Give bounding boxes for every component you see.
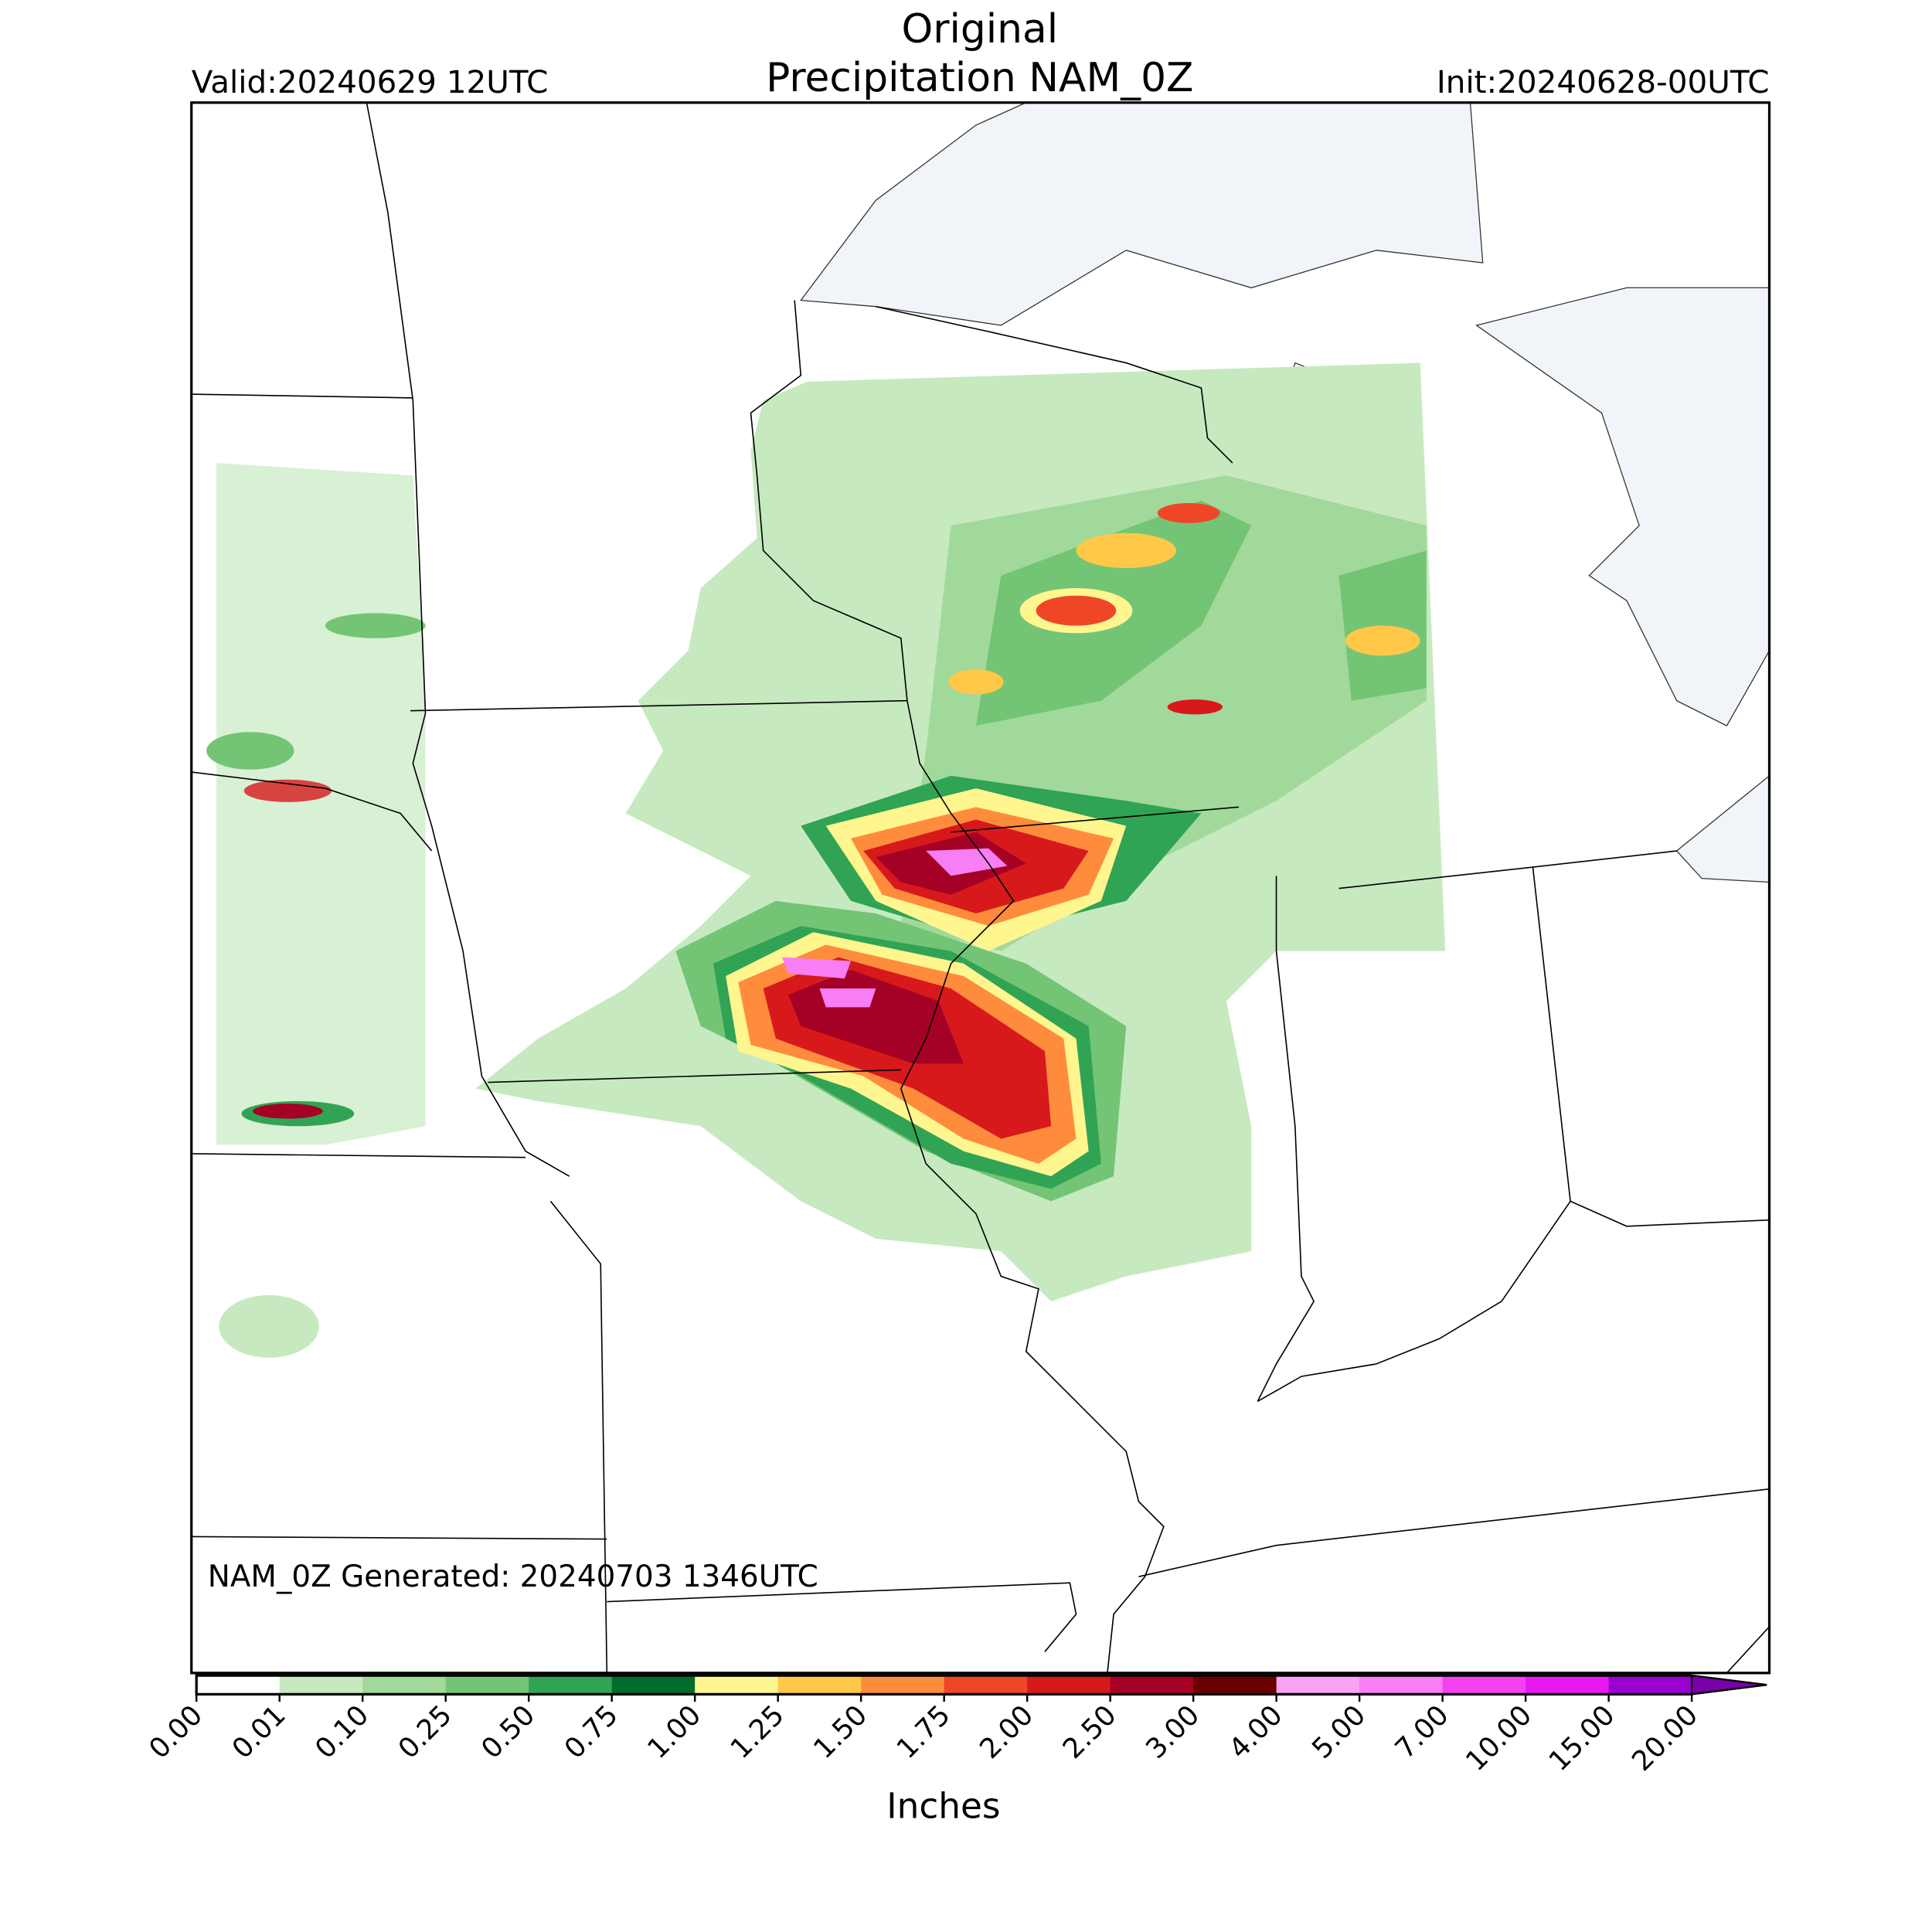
colorbar-segment bbox=[1526, 1675, 1610, 1695]
generated-note: NAM_0Z Generated: 20240703 1346UTC bbox=[208, 1560, 818, 1594]
valid-time: Valid:20240629 12UTC bbox=[192, 63, 549, 100]
colorbar-segment bbox=[529, 1675, 613, 1695]
colorbar-segment bbox=[944, 1675, 1028, 1695]
colorbar-segment bbox=[1359, 1675, 1444, 1695]
tick-label: 0.25 bbox=[393, 1699, 458, 1765]
tick-label: 20.00 bbox=[1626, 1699, 1704, 1777]
title: Original bbox=[901, 6, 1058, 53]
colorbar-segment bbox=[279, 1675, 364, 1695]
colorbar-segment bbox=[1442, 1675, 1526, 1695]
colorbar-segment bbox=[695, 1675, 779, 1695]
precipitation bbox=[206, 362, 1446, 1358]
tick-label: 1.50 bbox=[808, 1699, 873, 1765]
state-borders bbox=[191, 102, 1770, 1673]
tick-label: 2.00 bbox=[974, 1699, 1039, 1765]
tick-label: 7.00 bbox=[1389, 1699, 1455, 1765]
tick-label: 1.75 bbox=[891, 1699, 957, 1765]
tick-label: 3.00 bbox=[1140, 1699, 1206, 1765]
tick-label: 15.00 bbox=[1543, 1699, 1621, 1777]
colorbar-label: Inches bbox=[886, 1786, 1000, 1827]
tick-label: 0.10 bbox=[309, 1699, 375, 1765]
tick-label: 0.75 bbox=[559, 1699, 624, 1765]
colorbar-segment bbox=[1027, 1675, 1111, 1695]
title: Precipitation NAM_0Z bbox=[766, 55, 1193, 101]
colorbar-segment bbox=[1608, 1675, 1692, 1695]
tick-label: 10.00 bbox=[1460, 1699, 1538, 1777]
colorbar-segment bbox=[611, 1675, 696, 1695]
colorbar: 0.00 0.01 0.10 0.25 0.50 0.75 1.00 1.25 1.50 1.75… bbox=[143, 1674, 1767, 1777]
colorbar-segment bbox=[777, 1675, 862, 1695]
tick-label: 2.50 bbox=[1057, 1699, 1123, 1765]
colorbar-segment bbox=[861, 1675, 945, 1695]
colorbar-segment bbox=[445, 1675, 529, 1695]
init-time: Init:20240628-00UTC bbox=[1437, 63, 1770, 100]
colorbar-segment bbox=[1110, 1675, 1194, 1695]
map bbox=[191, 102, 1770, 1673]
colorbar-segment bbox=[196, 1675, 281, 1695]
tick-label: 0.00 bbox=[143, 1699, 209, 1765]
colorbar-segment bbox=[1193, 1675, 1277, 1695]
tick-label: 0.50 bbox=[475, 1699, 541, 1765]
colorbar-segment bbox=[362, 1675, 447, 1695]
tick-label: 0.01 bbox=[226, 1699, 292, 1765]
tick-label: 5.00 bbox=[1306, 1699, 1372, 1765]
tick-label: 1.25 bbox=[725, 1699, 791, 1765]
colorbar-segment bbox=[1276, 1675, 1360, 1695]
tick-label: 1.00 bbox=[641, 1699, 707, 1765]
tick-label: 4.00 bbox=[1223, 1699, 1289, 1765]
colorbar-extend bbox=[1690, 1674, 1767, 1696]
map-frame bbox=[190, 101, 1771, 1675]
